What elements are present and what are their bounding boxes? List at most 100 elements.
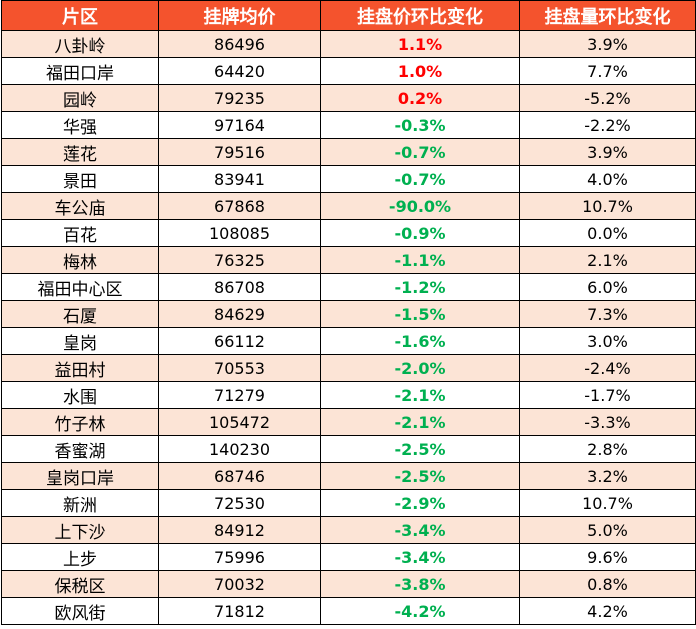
price-change-cell: -2.0% — [320, 354, 520, 382]
avg-price-cell: 70032 — [158, 570, 321, 598]
avg-price-cell: 108085 — [158, 219, 321, 247]
volume-change-cell: 5.0% — [519, 516, 696, 544]
table-row: 石厦 84629 -1.5% 7.3% — [1, 300, 696, 328]
price-change-cell: 1.1% — [320, 30, 520, 58]
table-row: 车公庙 67868 -90.0% 10.7% — [1, 192, 696, 220]
avg-price-cell: 64420 — [158, 57, 321, 85]
avg-price-cell: 84912 — [158, 516, 321, 544]
price-change-cell: -3.8% — [320, 570, 520, 598]
avg-price-cell: 79516 — [158, 138, 321, 166]
price-change-cell: -4.2% — [320, 597, 520, 625]
district-cell: 景田 — [1, 165, 159, 193]
district-cell: 竹子林 — [1, 408, 159, 436]
volume-change-cell: 2.1% — [519, 246, 696, 274]
district-cell: 新洲 — [1, 489, 159, 517]
volume-change-cell: 4.2% — [519, 597, 696, 625]
avg-price-cell: 66112 — [158, 327, 321, 355]
district-cell: 百花 — [1, 219, 159, 247]
price-change-cell: -90.0% — [320, 192, 520, 220]
district-cell: 莲花 — [1, 138, 159, 166]
avg-price-cell: 76325 — [158, 246, 321, 274]
volume-change-cell: -3.3% — [519, 408, 696, 436]
price-change-cell: -1.6% — [320, 327, 520, 355]
column-header-avg-price: 挂牌均价 — [158, 0, 321, 31]
table-row: 皇岗 66112 -1.6% 3.0% — [1, 327, 696, 355]
table-row: 百花 108085 -0.9% 0.0% — [1, 219, 696, 247]
table-row: 福田口岸 64420 1.0% 7.7% — [1, 57, 696, 85]
price-change-cell: 0.2% — [320, 84, 520, 112]
avg-price-cell: 79235 — [158, 84, 321, 112]
district-cell: 八卦岭 — [1, 30, 159, 58]
table-row: 上步 75996 -3.4% 9.6% — [1, 543, 696, 571]
table-row: 上下沙 84912 -3.4% 5.0% — [1, 516, 696, 544]
table-row: 水围 71279 -2.1% -1.7% — [1, 381, 696, 409]
table-body: 八卦岭 86496 1.1% 3.9% 福田口岸 64420 1.0% 7.7% 园岭 79235… — [1, 30, 696, 625]
volume-change-cell: 10.7% — [519, 192, 696, 220]
volume-change-cell: 9.6% — [519, 543, 696, 571]
avg-price-cell: 86496 — [158, 30, 321, 58]
column-header-price-change: 挂盘价环比变化 — [320, 0, 520, 31]
header-row: 片区 挂牌均价 挂盘价环比变化 挂盘量环比变化 — [1, 0, 696, 31]
table-row: 保税区 70032 -3.8% 0.8% — [1, 570, 696, 598]
district-cell: 石厦 — [1, 300, 159, 328]
price-change-cell: -3.4% — [320, 543, 520, 571]
price-change-cell: -0.7% — [320, 165, 520, 193]
price-change-cell: -1.2% — [320, 273, 520, 301]
volume-change-cell: -5.2% — [519, 84, 696, 112]
avg-price-cell: 68746 — [158, 462, 321, 490]
avg-price-cell: 70553 — [158, 354, 321, 382]
volume-change-cell: 6.0% — [519, 273, 696, 301]
district-cell: 水围 — [1, 381, 159, 409]
district-cell: 香蜜湖 — [1, 435, 159, 463]
column-header-volume-change: 挂盘量环比变化 — [519, 0, 696, 31]
table-row: 福田中心区 86708 -1.2% 6.0% — [1, 273, 696, 301]
district-cell: 欧风街 — [1, 597, 159, 625]
price-change-cell: -2.9% — [320, 489, 520, 517]
volume-change-cell: -1.7% — [519, 381, 696, 409]
district-cell: 梅林 — [1, 246, 159, 274]
volume-change-cell: 4.0% — [519, 165, 696, 193]
price-change-cell: -0.7% — [320, 138, 520, 166]
avg-price-cell: 105472 — [158, 408, 321, 436]
table-row: 八卦岭 86496 1.1% 3.9% — [1, 30, 696, 58]
volume-change-cell: 0.8% — [519, 570, 696, 598]
table-row: 新洲 72530 -2.9% 10.7% — [1, 489, 696, 517]
volume-change-cell: 2.8% — [519, 435, 696, 463]
price-change-cell: -2.1% — [320, 408, 520, 436]
price-change-cell: -0.3% — [320, 111, 520, 139]
price-change-cell: -2.5% — [320, 462, 520, 490]
district-cell: 园岭 — [1, 84, 159, 112]
district-cell: 保税区 — [1, 570, 159, 598]
table-row: 益田村 70553 -2.0% -2.4% — [1, 354, 696, 382]
district-cell: 上步 — [1, 543, 159, 571]
volume-change-cell: 7.3% — [519, 300, 696, 328]
table-row: 梅林 76325 -1.1% 2.1% — [1, 246, 696, 274]
district-cell: 华强 — [1, 111, 159, 139]
column-header-district: 片区 — [1, 0, 159, 31]
price-change-cell: -3.4% — [320, 516, 520, 544]
district-cell: 益田村 — [1, 354, 159, 382]
price-change-cell: -2.1% — [320, 381, 520, 409]
price-change-cell: -1.5% — [320, 300, 520, 328]
volume-change-cell: 3.9% — [519, 30, 696, 58]
district-cell: 皇岗口岸 — [1, 462, 159, 490]
district-cell: 上下沙 — [1, 516, 159, 544]
avg-price-cell: 84629 — [158, 300, 321, 328]
volume-change-cell: 10.7% — [519, 489, 696, 517]
table-row: 景田 83941 -0.7% 4.0% — [1, 165, 696, 193]
avg-price-cell: 75996 — [158, 543, 321, 571]
price-change-cell: -1.1% — [320, 246, 520, 274]
volume-change-cell: 7.7% — [519, 57, 696, 85]
avg-price-cell: 67868 — [158, 192, 321, 220]
volume-change-cell: 3.2% — [519, 462, 696, 490]
district-cell: 车公庙 — [1, 192, 159, 220]
avg-price-cell: 83941 — [158, 165, 321, 193]
avg-price-cell: 86708 — [158, 273, 321, 301]
volume-change-cell: 3.0% — [519, 327, 696, 355]
avg-price-cell: 97164 — [158, 111, 321, 139]
avg-price-cell: 71279 — [158, 381, 321, 409]
table-row: 香蜜湖 140230 -2.5% 2.8% — [1, 435, 696, 463]
avg-price-cell: 140230 — [158, 435, 321, 463]
table-row: 华强 97164 -0.3% -2.2% — [1, 111, 696, 139]
avg-price-cell: 72530 — [158, 489, 321, 517]
